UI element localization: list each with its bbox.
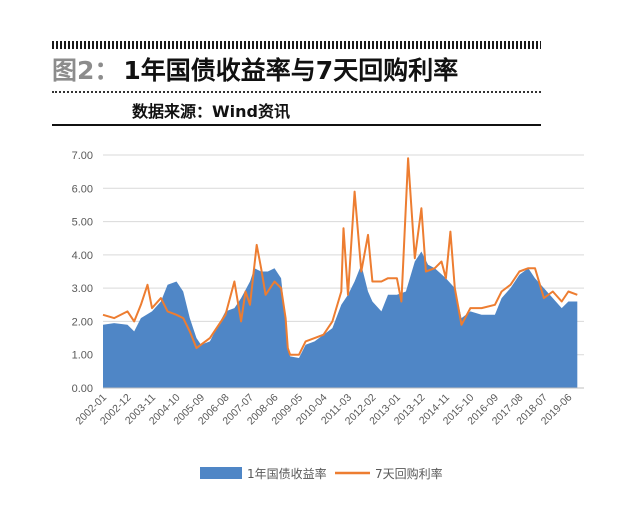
header-rule <box>52 124 541 126</box>
series-area-1y-treasury-yield <box>103 251 578 388</box>
chart-area: 7.006.005.004.003.002.001.000.002002-012… <box>72 150 584 481</box>
series-line-7d-repo-rate <box>102 157 578 356</box>
y-tick-label: 1.00 <box>72 350 93 362</box>
figure-label: 图2： <box>52 56 120 85</box>
top-dotted-border <box>52 41 541 49</box>
y-tick-label: 0.00 <box>72 383 93 395</box>
y-tick-label: 5.00 <box>72 217 93 229</box>
legend-swatch-area <box>200 467 242 479</box>
y-tick-label: 6.00 <box>72 183 93 195</box>
title-underline <box>52 91 541 93</box>
y-tick-label: 7.00 <box>72 150 93 162</box>
y-tick-label: 4.00 <box>72 250 93 262</box>
legend-label-line: 7天回购利率 <box>375 466 443 481</box>
title-row: 图2： 1年国债收益率与7天回购利率 <box>52 52 552 86</box>
chart-title: 1年国债收益率与7天回购利率 <box>123 56 459 85</box>
y-tick-label: 3.00 <box>72 283 93 295</box>
y-tick-label: 2.00 <box>72 316 93 328</box>
data-source: 数据来源：Wind资讯 <box>132 102 290 121</box>
legend-label-area: 1年国债收益率 <box>247 466 327 481</box>
